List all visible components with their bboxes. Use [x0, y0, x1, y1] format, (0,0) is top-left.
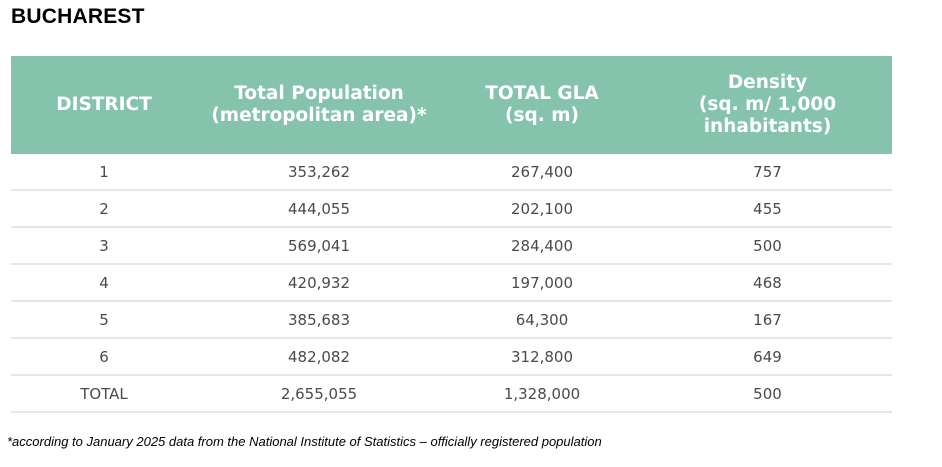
table-row: 2 444,055 202,100 455 [11, 190, 892, 228]
page-title: BUCHAREST [11, 5, 145, 28]
cell-total-population: 2,655,055 [197, 375, 441, 413]
cell-district: 4 [11, 264, 197, 302]
cell-population: 569,041 [197, 227, 441, 265]
cell-population: 353,262 [197, 154, 441, 191]
table-row: 6 482,082 312,800 649 [11, 338, 892, 376]
cell-gla: 312,800 [441, 338, 643, 376]
cell-gla: 267,400 [441, 154, 643, 191]
cell-density: 167 [643, 301, 892, 339]
header-total-gla: TOTAL GLA (sq. m) [441, 56, 643, 154]
cell-total-gla: 1,328,000 [441, 375, 643, 413]
cell-population: 385,683 [197, 301, 441, 339]
district-table: DISTRICT Total Population (metropolitan … [11, 56, 892, 413]
total-row: TOTAL 2,655,055 1,328,000 500 [11, 375, 892, 413]
header-district: DISTRICT [11, 56, 197, 154]
cell-gla: 197,000 [441, 264, 643, 302]
cell-density: 455 [643, 190, 892, 228]
cell-gla: 64,300 [441, 301, 643, 339]
cell-district: 3 [11, 227, 197, 265]
cell-district: 2 [11, 190, 197, 228]
cell-population: 444,055 [197, 190, 441, 228]
cell-population: 482,082 [197, 338, 441, 376]
district-table-container: DISTRICT Total Population (metropolitan … [11, 56, 892, 413]
table-row: 5 385,683 64,300 167 [11, 301, 892, 339]
footnote: *according to January 2025 data from the… [7, 434, 602, 449]
cell-population: 420,932 [197, 264, 441, 302]
cell-density: 468 [643, 264, 892, 302]
cell-gla: 284,400 [441, 227, 643, 265]
table-row: 4 420,932 197,000 468 [11, 264, 892, 302]
cell-district: 5 [11, 301, 197, 339]
table-row: 1 353,262 267,400 757 [11, 154, 892, 191]
table-body: 1 353,262 267,400 757 2 444,055 202,100 … [11, 154, 892, 413]
cell-density: 649 [643, 338, 892, 376]
cell-total-label: TOTAL [11, 375, 197, 413]
table-header: DISTRICT Total Population (metropolitan … [11, 56, 892, 154]
header-total-population: Total Population (metropolitan area)* [197, 56, 441, 154]
cell-density: 757 [643, 154, 892, 191]
cell-district: 1 [11, 154, 197, 191]
header-row: DISTRICT Total Population (metropolitan … [11, 56, 892, 154]
cell-total-density: 500 [643, 375, 892, 413]
table-row: 3 569,041 284,400 500 [11, 227, 892, 265]
cell-district: 6 [11, 338, 197, 376]
cell-density: 500 [643, 227, 892, 265]
cell-gla: 202,100 [441, 190, 643, 228]
header-density: Density (sq. m/ 1,000 inhabitants) [643, 56, 892, 154]
